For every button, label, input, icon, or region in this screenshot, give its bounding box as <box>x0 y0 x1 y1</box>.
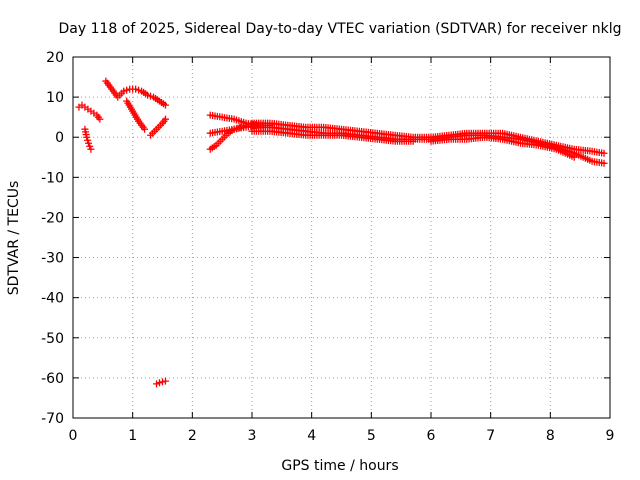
data-point <box>144 91 152 99</box>
data-points <box>75 77 608 388</box>
x-tick-label: 5 <box>367 428 376 444</box>
axis-ticks: 0 1 2 3 4 5 6 7 8 9 20 10 0 -10 -20 -30 -40 -50 -60 -70 <box>41 50 614 444</box>
x-tick-label: 8 <box>546 428 555 444</box>
x-axis-label: GPS time / hours <box>281 458 398 474</box>
data-point <box>159 378 166 386</box>
data-marker <box>86 142 94 150</box>
y-tick-label: -70 <box>41 411 64 427</box>
y-tick-label: -50 <box>41 331 64 347</box>
data-point <box>83 133 91 141</box>
y-tick-label: 0 <box>55 130 64 146</box>
data-point <box>161 377 169 385</box>
data-point <box>570 153 578 161</box>
y-tick-label: 10 <box>46 90 64 106</box>
y-tick-label: -30 <box>41 251 64 267</box>
data-point <box>96 115 104 123</box>
x-tick-label: 3 <box>248 428 257 444</box>
y-tick-label: -40 <box>41 291 64 307</box>
plot-frame <box>72 56 611 419</box>
x-tick-label: 1 <box>128 428 137 444</box>
data-point <box>600 159 608 167</box>
x-tick-label: 7 <box>486 428 495 444</box>
y-tick-label: -20 <box>41 210 64 226</box>
data-marker <box>135 86 143 94</box>
x-tick-label: 2 <box>188 428 197 444</box>
data-point <box>161 101 169 109</box>
y-tick-label: -10 <box>41 170 64 186</box>
data-point <box>600 149 608 157</box>
data-point <box>153 380 161 388</box>
y-tick-label: 20 <box>46 50 64 66</box>
data-point <box>141 125 149 133</box>
x-tick-label: 4 <box>307 428 316 444</box>
data-point <box>161 115 169 123</box>
y-tick-label: -60 <box>41 371 64 387</box>
data-marker <box>84 136 92 144</box>
x-tick-label: 0 <box>69 428 78 444</box>
data-point <box>87 145 95 153</box>
chart-title: Day 118 of 2025, Sidereal Day-to-day VTE… <box>59 21 622 37</box>
y-axis-label: SDTVAR / TECUs <box>6 181 22 296</box>
data-point <box>85 139 93 147</box>
data-point <box>409 137 417 145</box>
x-tick-label: 6 <box>427 428 436 444</box>
x-tick-label: 9 <box>606 428 615 444</box>
